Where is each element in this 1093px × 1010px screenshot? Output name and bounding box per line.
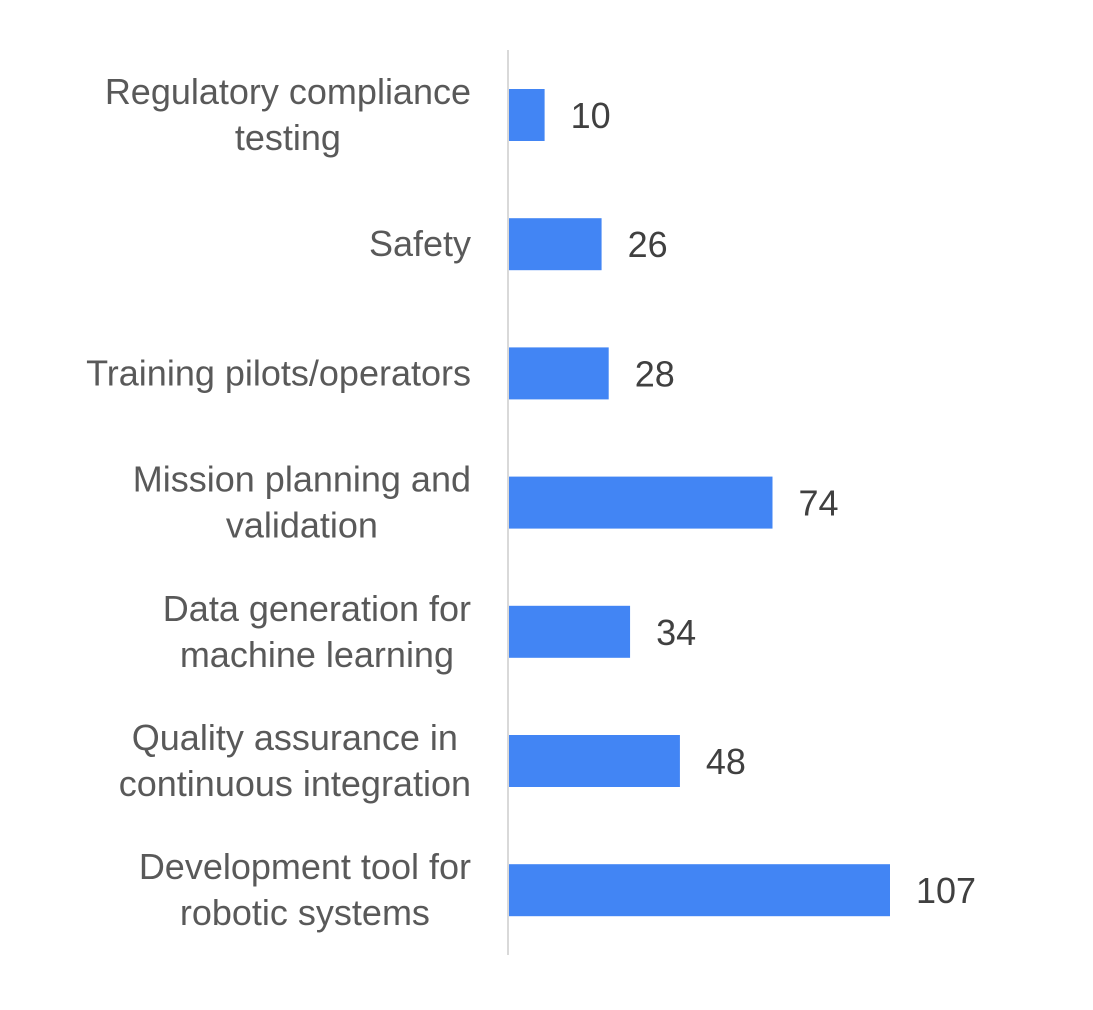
bars-layer	[509, 89, 890, 917]
category-labels-layer: Regulatory compliance testing Safety Traini…	[86, 71, 471, 933]
bar	[509, 218, 602, 271]
category-label: Safety	[369, 223, 471, 264]
data-label: 10	[571, 95, 611, 136]
category-label-line: continuous integration	[119, 763, 471, 804]
category-label-line: validation	[226, 505, 378, 546]
category-label-line: robotic systems	[180, 892, 430, 933]
category-label: Development tool for robotic systems	[139, 846, 471, 933]
data-label: 48	[706, 741, 746, 782]
category-label-line: Development tool for	[139, 846, 471, 887]
category-label-line: Mission planning and	[133, 459, 471, 500]
category-label-line: Data generation for	[163, 588, 471, 629]
category-label-line: Training pilots/operators	[86, 352, 471, 393]
bar	[509, 864, 890, 917]
category-label: Regulatory compliance testing	[105, 71, 471, 158]
category-label: Data generation for machine learning	[163, 588, 471, 675]
category-label: Training pilots/operators	[86, 352, 471, 393]
bar	[509, 735, 680, 787]
data-label: 28	[635, 353, 675, 394]
bar	[509, 476, 773, 529]
category-label-line: Regulatory compliance	[105, 71, 471, 112]
category-label-line: Quality assurance in	[132, 717, 458, 758]
category-label-line: testing	[235, 117, 341, 158]
category-label: Quality assurance in continuous integrati…	[119, 717, 471, 804]
category-label-line: machine learning	[180, 634, 454, 675]
bar	[509, 347, 609, 400]
data-label: 74	[798, 483, 838, 524]
data-label: 34	[656, 612, 696, 653]
bar	[509, 605, 631, 658]
data-label: 26	[628, 224, 668, 265]
category-label-line: Safety	[369, 223, 471, 264]
bar	[509, 89, 545, 141]
data-label: 107	[916, 870, 976, 911]
data-labels-layer: 10 26 28 74 34 48 107	[571, 95, 976, 911]
category-label: Mission planning and validation	[133, 459, 471, 546]
